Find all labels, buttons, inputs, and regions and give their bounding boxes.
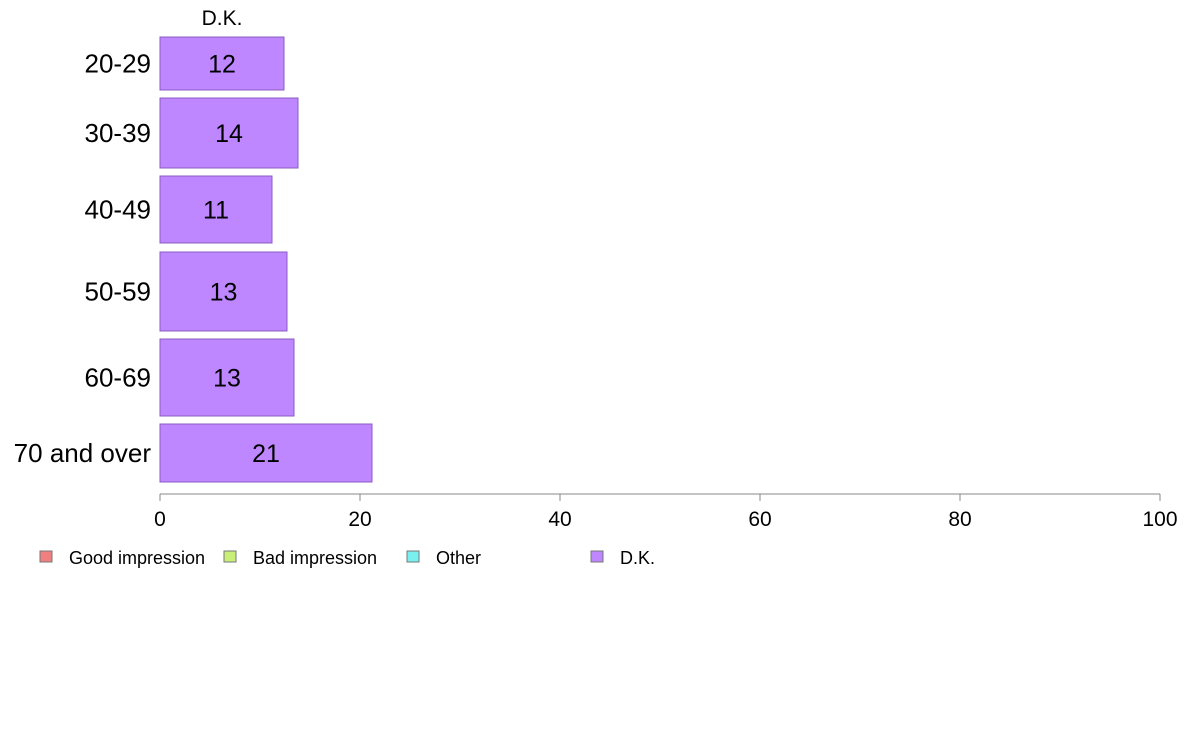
data-label: 12: [208, 51, 236, 79]
x-tick-label: 20: [348, 508, 371, 531]
x-tick-label: 80: [948, 508, 971, 531]
x-tick-label: 40: [548, 508, 571, 531]
bar: [159, 423, 373, 483]
value-labels: 12 14 11 13 13 21: [203, 51, 280, 469]
category-label: 70 and over: [14, 438, 152, 468]
category-label: 30-39: [85, 118, 152, 148]
category-label: 40-49: [85, 195, 152, 225]
bar: [159, 251, 288, 332]
category-label: 50-59: [85, 277, 152, 307]
data-label: 13: [213, 365, 241, 393]
category-label: 20-29: [85, 49, 152, 79]
data-label: 14: [215, 120, 243, 148]
x-tick-label: 0: [154, 508, 166, 531]
legend-label: D.K.: [620, 548, 655, 568]
legend: Good impression Bad impression Other D.K.: [39, 548, 655, 568]
legend-swatch: [39, 550, 53, 563]
data-label: 11: [203, 197, 229, 225]
x-tick-label: 100: [1142, 508, 1177, 531]
x-axis: 0 20 40 60 80 100: [154, 493, 1178, 531]
legend-label: Other: [436, 548, 481, 568]
data-label: 21: [252, 440, 280, 468]
legend-label: Bad impression: [253, 548, 377, 568]
legend-swatch: [223, 550, 237, 563]
top-series-label: D.K.: [202, 7, 243, 30]
bars: [159, 36, 373, 483]
data-label: 13: [210, 279, 238, 307]
legend-swatch: [590, 550, 604, 563]
x-tick-label: 60: [748, 508, 771, 531]
legend-label: Good impression: [69, 548, 205, 568]
category-label: 60-69: [85, 363, 152, 393]
bar: [159, 97, 299, 169]
legend-swatch: [406, 550, 420, 563]
category-labels: 20-29 30-39 40-49 50-59 60-69 70 and over: [14, 49, 152, 469]
bar: [159, 175, 273, 244]
bar: [159, 338, 295, 417]
bar: [159, 36, 285, 91]
